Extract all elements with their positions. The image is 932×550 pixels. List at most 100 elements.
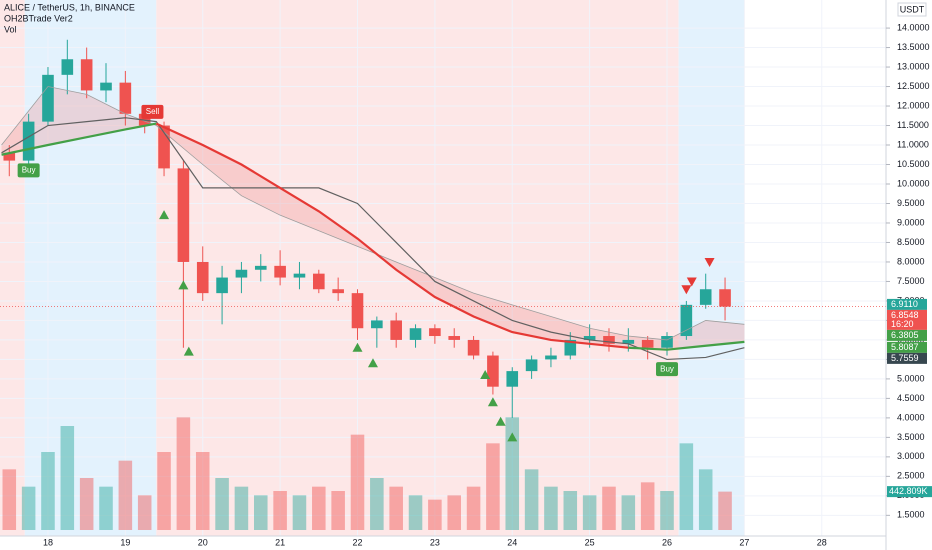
candle-body <box>467 339 480 356</box>
signal-label: Buy <box>22 165 36 174</box>
indicator-name: OH2BTrade Ver2 <box>4 13 73 23</box>
volume-bar <box>331 491 345 530</box>
signal-box <box>141 104 164 119</box>
y-axis-label: USDT <box>900 4 925 14</box>
unit-box <box>897 2 927 17</box>
volume-bar <box>486 443 500 530</box>
candle-body <box>680 304 693 337</box>
price-label-box <box>887 341 927 353</box>
volume-label: 442.809K <box>889 486 928 496</box>
volume-bar <box>41 452 55 530</box>
y-tick-label: 4.5000 <box>897 393 925 403</box>
volume-bar <box>195 452 210 530</box>
candle-body <box>158 125 170 169</box>
y-tick-label: 11.5000 <box>897 120 929 130</box>
volume-bar <box>312 486 326 530</box>
volume-bar <box>253 495 268 530</box>
volume-bar <box>602 486 616 530</box>
x-tick-label: 27 <box>739 537 749 547</box>
candle-body <box>545 355 557 360</box>
signal-marker <box>704 257 715 267</box>
volume-bar <box>118 460 133 530</box>
candle-body <box>22 121 35 161</box>
candle-body <box>583 336 596 340</box>
chart-title: ALICE / TetherUS, 1h, BINANCE <box>4 2 135 12</box>
candle-body <box>100 82 112 91</box>
volume-bar <box>292 495 307 530</box>
candle-body <box>61 59 74 75</box>
signal-label: Buy <box>660 364 674 373</box>
candle-body <box>3 152 16 161</box>
y-tick-label: 9.0000 <box>897 217 925 227</box>
volume-bar <box>428 499 442 530</box>
volume-bar <box>350 434 365 530</box>
y-tick-label: 13.0000 <box>897 61 930 71</box>
volume-bar <box>563 491 578 530</box>
price-label-box <box>887 329 927 341</box>
signal-marker <box>367 358 378 368</box>
zone <box>156 0 679 536</box>
y-tick-label: 8.0000 <box>897 256 925 266</box>
volume-bar <box>679 443 694 530</box>
volume-bar <box>621 495 636 530</box>
candle-body <box>661 336 673 348</box>
indicator-line <box>1 122 157 156</box>
candle-body <box>487 355 499 387</box>
candle-body <box>448 336 461 340</box>
volume-bar <box>176 417 191 530</box>
candle-body <box>216 277 228 294</box>
zone <box>0 0 25 536</box>
x-tick-label: 26 <box>662 537 672 547</box>
y-tick-label: 4.0000 <box>897 412 925 422</box>
x-tick-label: 22 <box>352 537 362 547</box>
y-tick-label: 13.5000 <box>897 42 930 52</box>
volume-bar <box>234 486 249 530</box>
signal-marker <box>507 432 518 442</box>
signal-marker <box>183 346 194 356</box>
volume-bar <box>544 486 558 530</box>
signal-marker <box>178 280 189 290</box>
volume-bar <box>389 486 403 530</box>
price-label: 6.9110 <box>891 299 918 309</box>
candle-body <box>235 269 248 278</box>
candle-body <box>525 359 538 372</box>
y-tick-label: 14.0000 <box>897 22 930 32</box>
volume-bar <box>60 426 75 530</box>
candle-body <box>719 289 731 307</box>
y-tick-label: 11.0000 <box>897 139 929 149</box>
volume-bar <box>157 452 171 530</box>
candle-body <box>351 293 364 329</box>
candle-body <box>42 74 54 122</box>
signal-marker <box>487 397 498 407</box>
candle-body <box>506 371 519 387</box>
x-tick-label: 24 <box>507 537 517 547</box>
signal-label: Sell <box>146 107 160 116</box>
volume-bar <box>640 482 655 530</box>
candle-body <box>371 320 383 329</box>
x-tick-label: 25 <box>585 537 595 547</box>
price-label: 5.8087 <box>891 342 919 352</box>
x-tick-label: 28 <box>817 537 827 547</box>
candle-body <box>429 328 441 337</box>
volume-bar <box>137 495 152 530</box>
candle-body <box>390 320 402 340</box>
zone <box>678 0 745 536</box>
countdown-label: 16:20 <box>891 319 914 329</box>
volume-bar <box>99 486 113 530</box>
volume-bar <box>370 478 384 530</box>
candle-body <box>603 336 615 344</box>
volume-bar <box>505 417 520 530</box>
candle-body <box>80 59 93 91</box>
candle-body <box>564 339 577 356</box>
x-tick-label: 21 <box>275 537 285 547</box>
candle-body <box>699 289 712 305</box>
signal-marker <box>686 277 697 287</box>
candle-body <box>177 168 190 262</box>
signal-box <box>17 163 40 178</box>
volume-bar <box>79 478 94 530</box>
x-tick-label: 19 <box>120 537 130 547</box>
price-label-box <box>887 298 927 310</box>
indicator-name: Vol <box>4 24 17 34</box>
indicator-line <box>155 122 629 349</box>
